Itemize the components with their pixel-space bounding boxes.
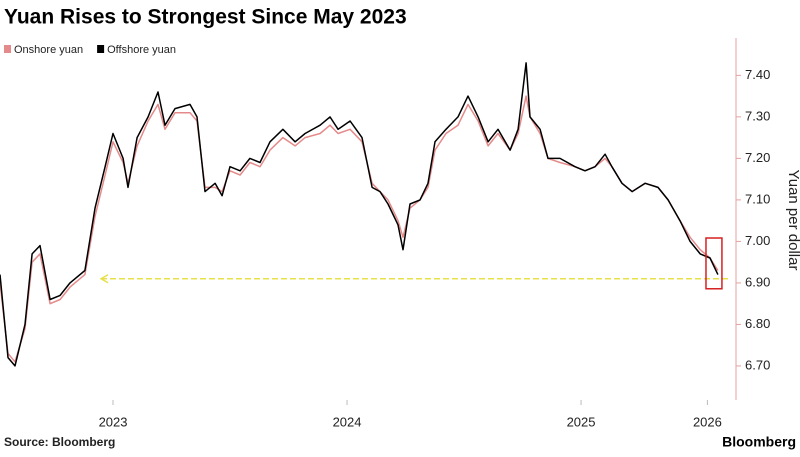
reference-arrow bbox=[99, 274, 109, 284]
legend-swatch bbox=[4, 45, 11, 53]
brand: Bloomberg bbox=[722, 434, 796, 450]
series-line bbox=[0, 95, 719, 363]
x-tick-label: 2026 bbox=[693, 414, 722, 429]
highlight-box bbox=[705, 237, 723, 290]
y-axis-label: Yuan per dollar bbox=[785, 170, 800, 271]
legend-swatch bbox=[97, 45, 105, 53]
legend-label: Onshore yuan bbox=[14, 44, 83, 56]
y-tick-label: 6.80 bbox=[745, 316, 770, 331]
y-tick-label: 6.90 bbox=[745, 274, 770, 289]
x-tick-label: 2023 bbox=[99, 414, 128, 429]
y-tick-label: 7.30 bbox=[745, 108, 770, 123]
y-tick-label: 7.10 bbox=[745, 191, 770, 206]
y-tick-label: 6.70 bbox=[745, 357, 770, 372]
y-tick-label: 7.20 bbox=[745, 150, 770, 165]
y-tick-label: 7.00 bbox=[745, 233, 770, 248]
chart-title: Yuan Rises to Strongest Since May 2023 bbox=[4, 6, 407, 29]
legend-label: Offshore yuan bbox=[107, 44, 176, 56]
source: Source: Bloomberg bbox=[4, 435, 115, 449]
y-tick-label: 7.40 bbox=[745, 67, 770, 82]
x-tick-label: 2024 bbox=[333, 414, 362, 429]
series-line bbox=[0, 62, 719, 367]
x-tick-label: 2025 bbox=[567, 414, 596, 429]
